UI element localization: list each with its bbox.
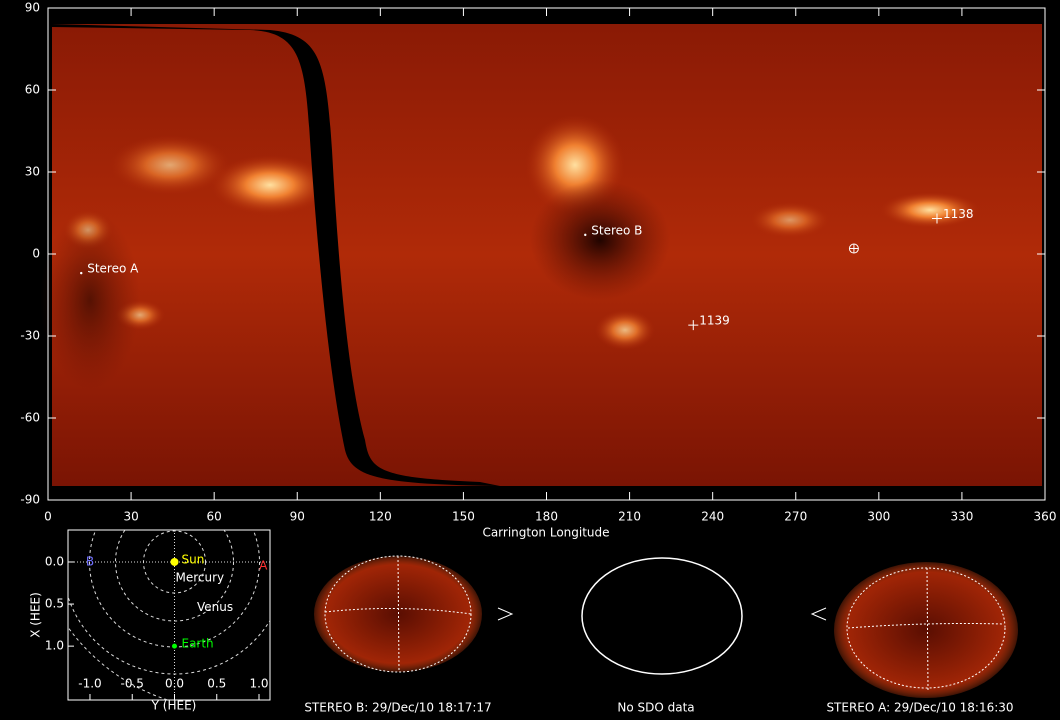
y-tick-label: -90 bbox=[20, 493, 40, 507]
body-label: Earth bbox=[181, 637, 213, 651]
inset-y-label: X (HEE) bbox=[29, 592, 43, 638]
orbit-inset bbox=[67, 529, 271, 701]
solar-map-image bbox=[40, 24, 1042, 486]
body-label: A bbox=[259, 559, 268, 573]
x-tick-label: 60 bbox=[207, 510, 222, 524]
x-tick-label: 30 bbox=[123, 510, 138, 524]
point-label: Stereo A bbox=[87, 262, 139, 276]
x-tick-label: 0.0 bbox=[165, 677, 184, 691]
y-tick-label: 0.0 bbox=[45, 554, 64, 568]
x-tick-label: 240 bbox=[701, 510, 724, 524]
point-marker bbox=[688, 320, 699, 331]
x-axis-label: Carrington Longitude bbox=[482, 526, 609, 540]
x-tick-label: 210 bbox=[618, 510, 641, 524]
point-label: Stereo B bbox=[591, 223, 642, 237]
point-marker bbox=[584, 233, 587, 237]
x-tick-label: 1.0 bbox=[249, 677, 268, 691]
y-tick-label: -60 bbox=[20, 411, 40, 425]
y-tick-label: -30 bbox=[20, 329, 40, 343]
point-label: 1139 bbox=[699, 314, 730, 328]
earth-marker bbox=[849, 244, 859, 254]
x-tick-label: 150 bbox=[452, 510, 475, 524]
body-marker bbox=[171, 643, 177, 649]
caption: No SDO data bbox=[617, 701, 694, 715]
x-tick-label: 120 bbox=[369, 510, 392, 524]
x-tick-label: -0.5 bbox=[121, 677, 144, 691]
x-tick-label: 300 bbox=[867, 510, 890, 524]
x-tick-label: 360 bbox=[1034, 510, 1057, 524]
inset-x-label: Y (HEE) bbox=[151, 699, 197, 713]
caption: STEREO A: 29/Dec/10 18:16:30 bbox=[826, 701, 1013, 715]
point-label: 1138 bbox=[943, 207, 974, 221]
body-label: Sun bbox=[181, 552, 204, 566]
x-tick-label: 0.5 bbox=[207, 677, 226, 691]
x-tick-label: 0 bbox=[44, 510, 52, 524]
body-label: Venus bbox=[197, 600, 233, 614]
y-tick-label: 1.0 bbox=[45, 639, 64, 653]
point-marker bbox=[931, 213, 942, 224]
caption: STEREO B: 29/Dec/10 18:17:17 bbox=[304, 701, 491, 715]
x-tick-label: 180 bbox=[535, 510, 558, 524]
x-tick-label: 270 bbox=[784, 510, 807, 524]
discs bbox=[314, 555, 1018, 698]
body-label: B bbox=[86, 554, 94, 568]
y-tick-label: 30 bbox=[25, 165, 40, 179]
y-tick-label: 0 bbox=[32, 247, 40, 261]
body-marker bbox=[170, 557, 179, 566]
point-marker bbox=[80, 271, 83, 275]
x-tick-label: 330 bbox=[950, 510, 973, 524]
y-tick-label: 0.5 bbox=[45, 597, 64, 611]
y-tick-label: 60 bbox=[25, 83, 40, 97]
x-tick-label: 90 bbox=[290, 510, 305, 524]
body-label: Mercury bbox=[176, 570, 225, 584]
y-tick-label: 90 bbox=[25, 1, 40, 15]
x-tick-label: -1.0 bbox=[78, 677, 101, 691]
